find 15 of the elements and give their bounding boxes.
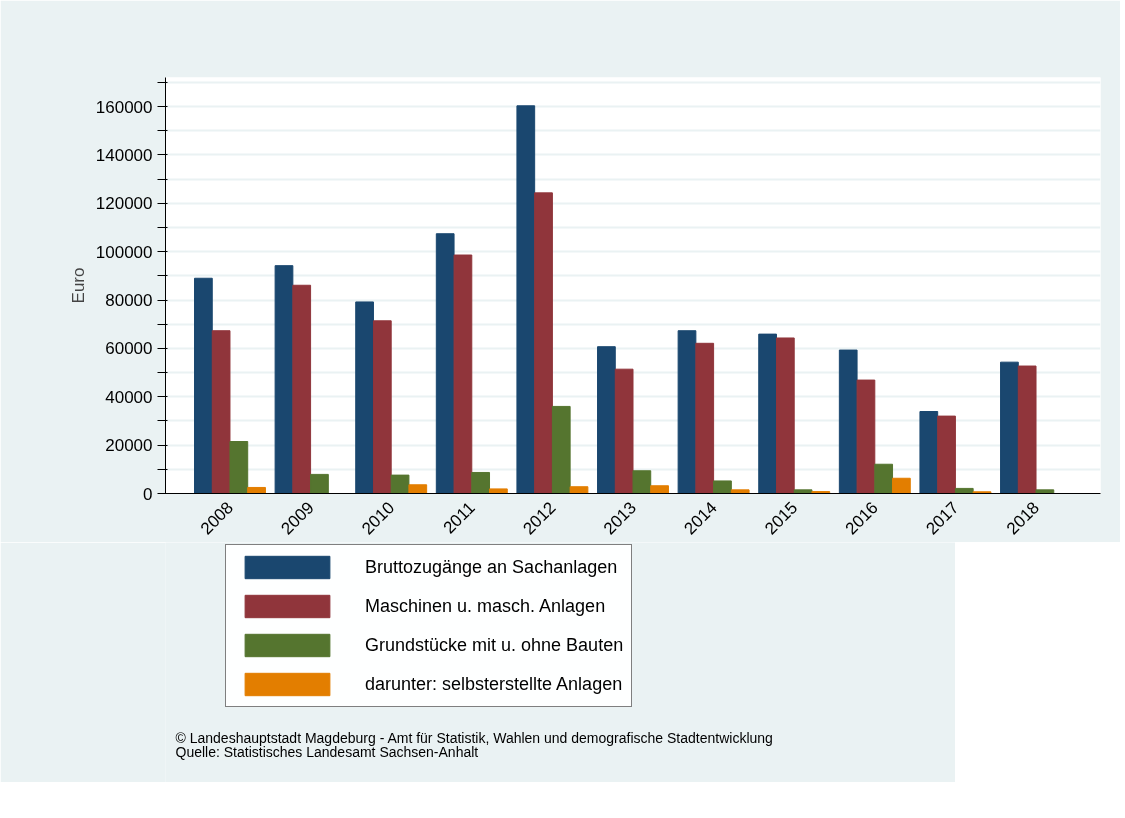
legend-label: darunter: selbsterstellte Anlagen [365, 673, 623, 695]
text: © Landeshauptstadt Magdeburg - Amt für Statistik, Wahlen und demografische Stadtentwicklung [175, 729, 773, 746]
y-tick-label: 160000 [95, 97, 153, 117]
y-tick-label: 80000 [105, 291, 153, 311]
y-tick-label: 100000 [95, 242, 153, 262]
y-tick-label: 20000 [105, 436, 153, 456]
y-tick-label: 120000 [95, 194, 153, 214]
legend-label: Grundstücke mit u. ohne Bauten [365, 634, 624, 656]
y-axis-title: Euro [68, 267, 88, 304]
legend-label: Maschinen u. masch. Anlagen [365, 595, 606, 617]
y-tick-label: 60000 [105, 339, 153, 359]
y-tick-label: 40000 [105, 387, 153, 407]
y-tick-label: 0 [143, 484, 153, 504]
legend-label: Bruttozugänge an Sachanlagen [365, 556, 618, 578]
y-tick-label: 140000 [95, 145, 153, 165]
